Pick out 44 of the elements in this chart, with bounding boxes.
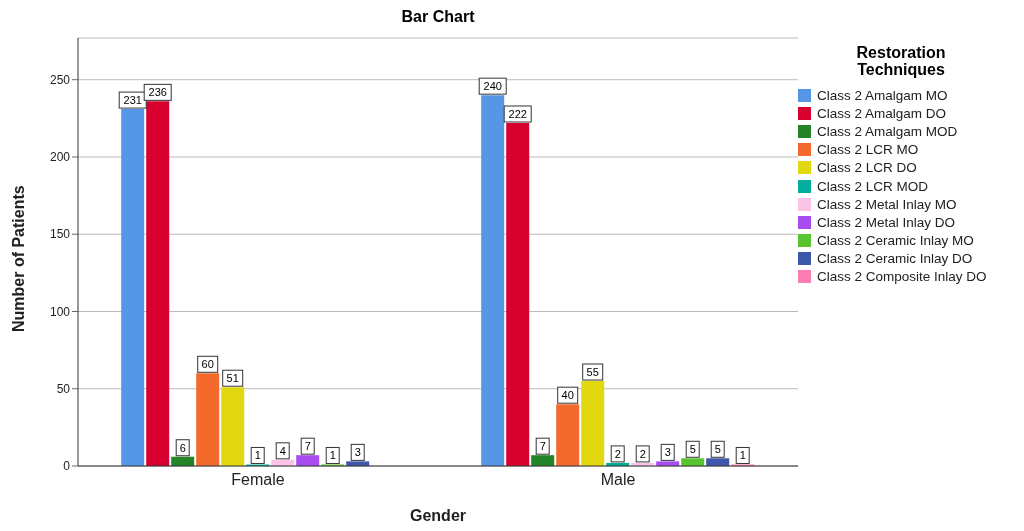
legend-label: Class 2 Ceramic Inlay MO [817, 233, 974, 249]
y-axis-title: Number of Patients [9, 185, 27, 332]
y-tick-label: 100 [49, 304, 71, 319]
x-tick-label: Female [231, 471, 285, 489]
legend-label: Class 2 Metal Inlay DO [817, 214, 956, 230]
data-label: 236 [148, 86, 167, 99]
data-label: 51 [226, 372, 239, 385]
legend-label: Class 2 Ceramic Inlay DO [817, 251, 973, 267]
data-label: 2 [639, 447, 646, 460]
data-label: 1 [739, 449, 746, 462]
data-label: 7 [539, 440, 546, 453]
data-label: 1 [329, 449, 336, 462]
y-tick-label: 0 [63, 459, 71, 474]
y-tick-label: 150 [49, 227, 71, 242]
chart-title: Bar Chart [400, 8, 476, 26]
legend-title: Restoration Techniques [855, 44, 947, 78]
data-label: 222 [508, 107, 527, 120]
legend-label: Class 2 Amalgam DO [817, 105, 947, 121]
legend-label: Class 2 Composite Inlay DO [817, 269, 987, 285]
legend-label: Class 2 LCR MO [817, 142, 919, 158]
y-tick-label: 50 [56, 382, 71, 396]
data-label: 231 [123, 94, 142, 107]
data-label: 5 [689, 443, 696, 456]
data-label: 3 [354, 446, 361, 459]
y-tick-label: 250 [49, 72, 71, 87]
legend-label: Class 2 LCR MOD [817, 178, 929, 194]
legend-label: Class 2 Amalgam MO [817, 87, 948, 103]
data-label: 240 [483, 80, 502, 93]
data-label: 7 [304, 440, 311, 453]
data-label: 55 [586, 366, 599, 379]
data-label: 60 [201, 358, 214, 371]
x-tick-label: Male [600, 471, 636, 489]
data-label: 40 [561, 389, 574, 402]
data-label: 6 [179, 441, 186, 454]
x-axis-title: Gender [409, 507, 467, 524]
data-label: 5 [714, 443, 721, 456]
data-label: 3 [664, 446, 671, 459]
legend-label: Class 2 Metal Inlay MO [817, 196, 957, 212]
y-tick-label: 200 [49, 150, 71, 165]
data-label: 2 [614, 447, 621, 460]
legend-label: Class 2 Amalgam MOD [817, 123, 958, 139]
data-label: 4 [279, 444, 286, 457]
data-label: 1 [254, 449, 261, 462]
legend-label: Class 2 LCR DO [817, 160, 917, 176]
